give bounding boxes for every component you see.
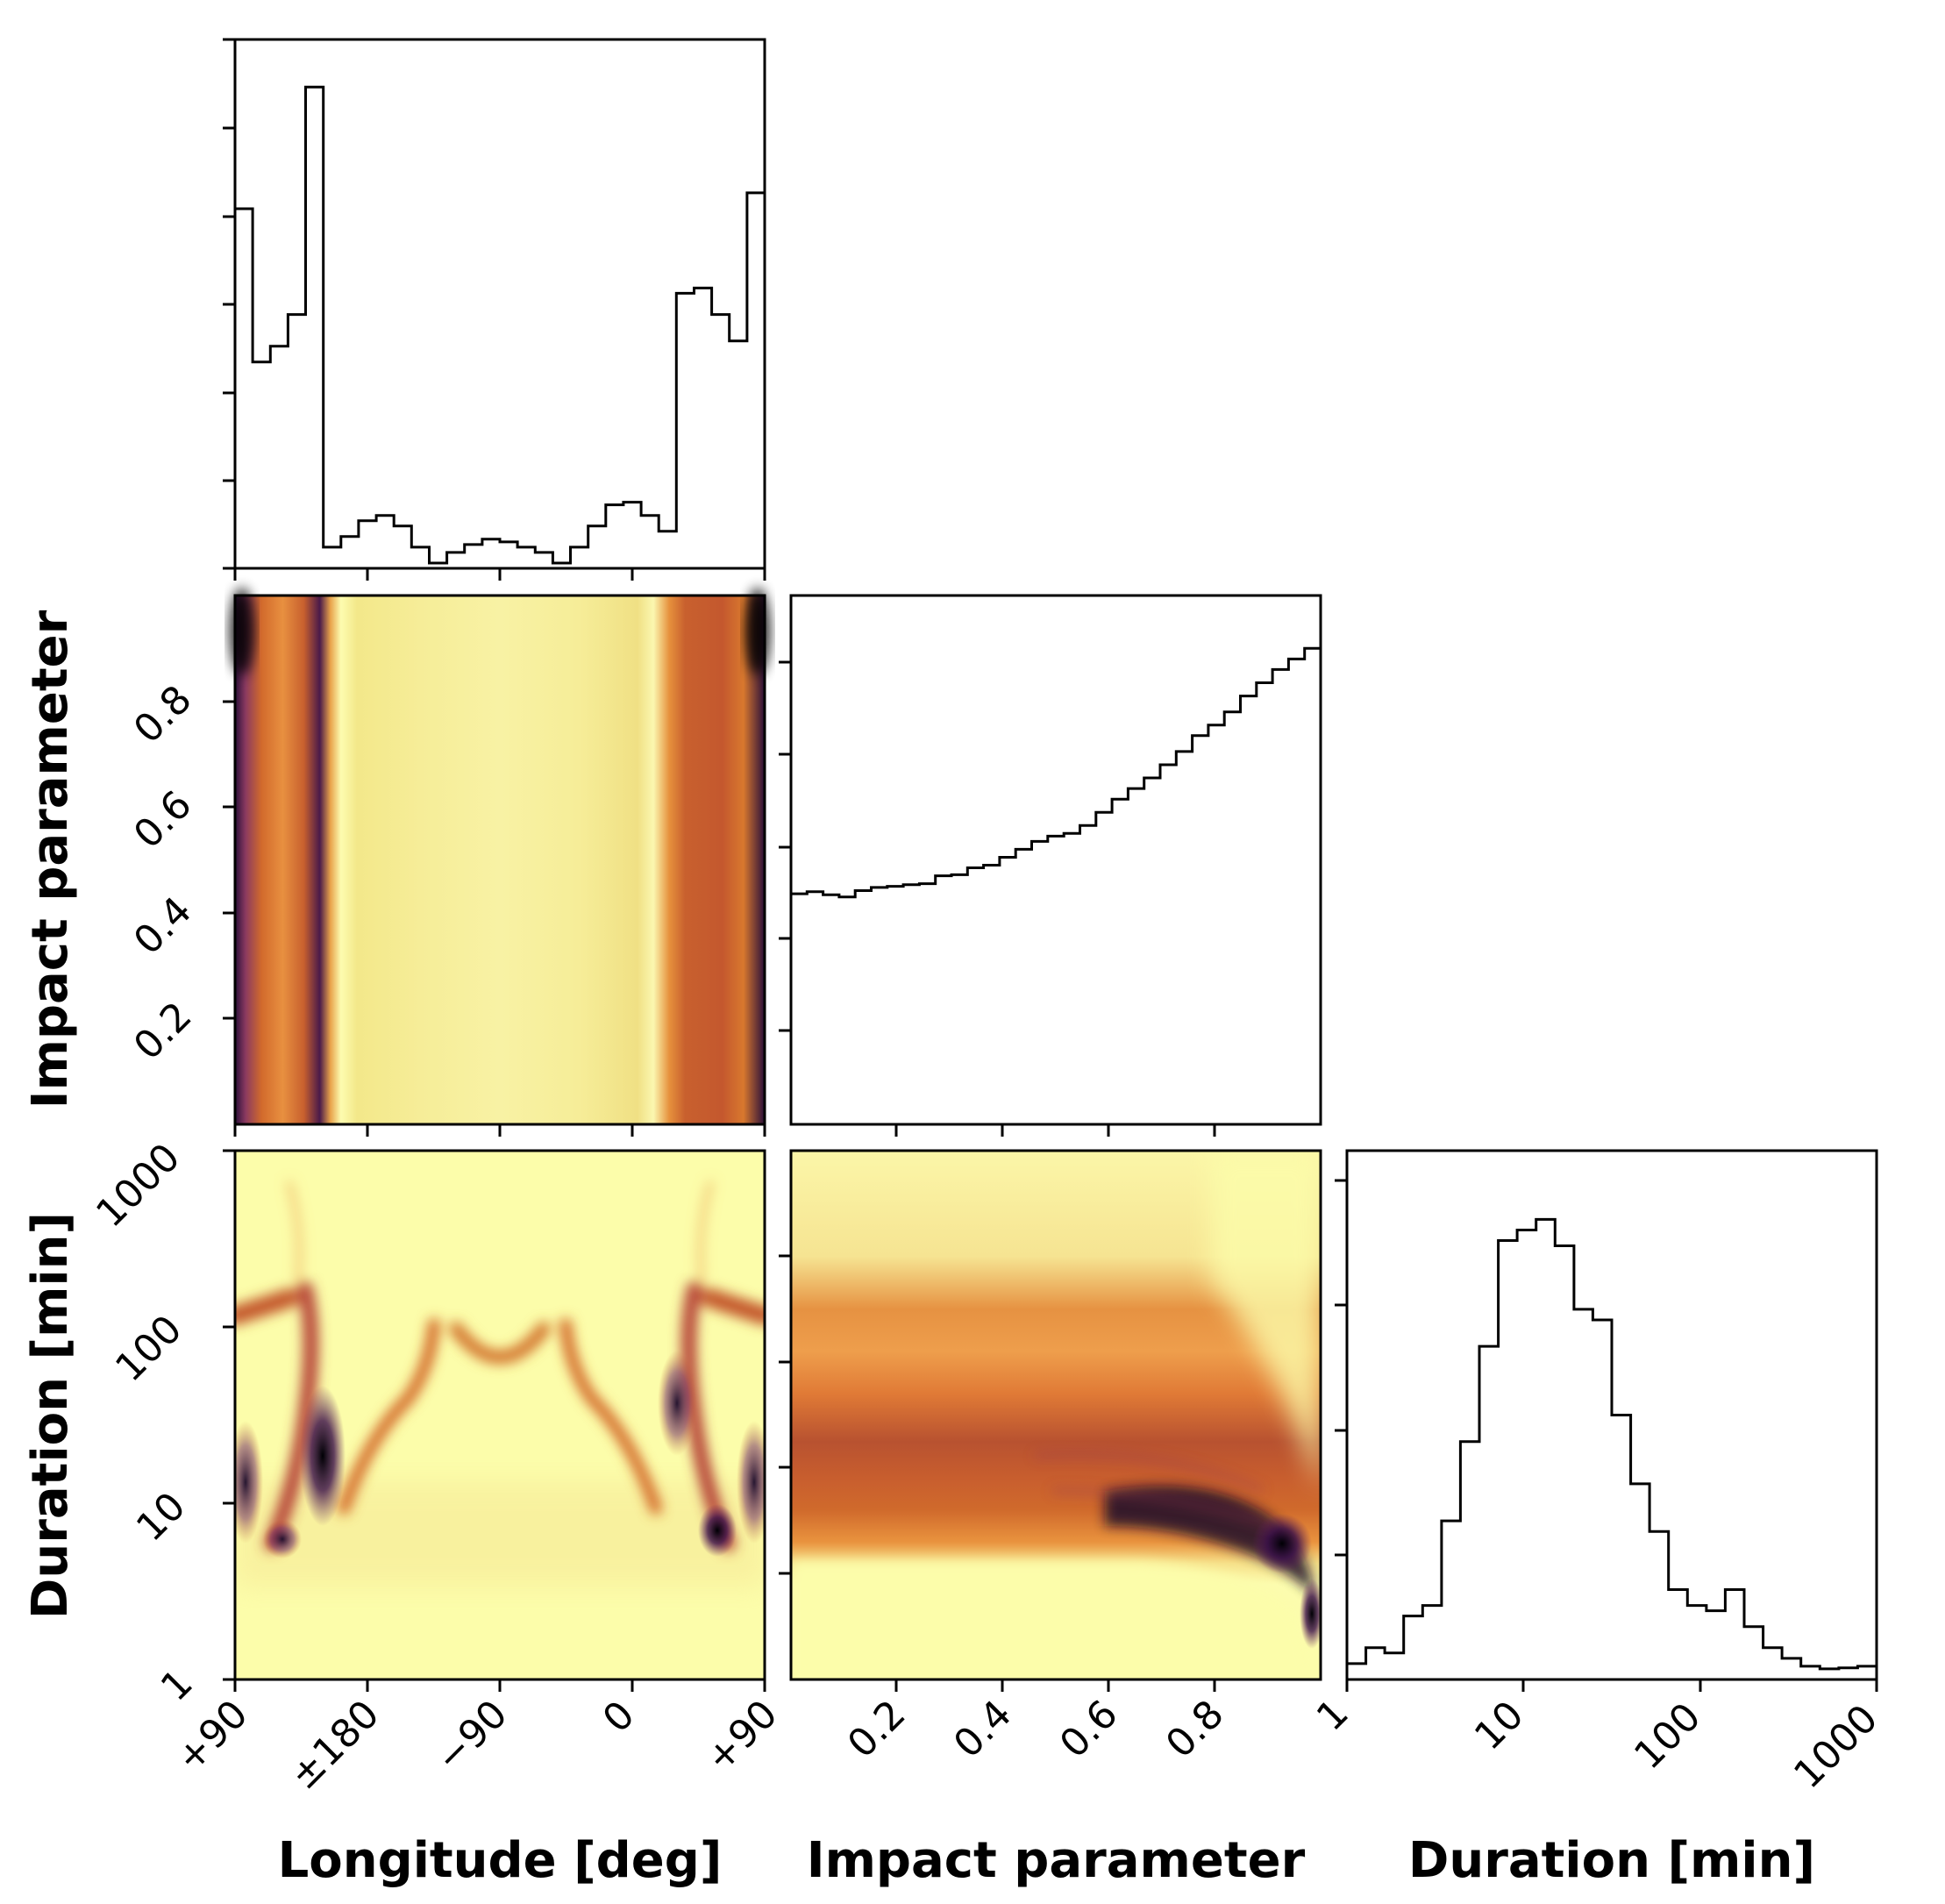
x-tick-labels: 0.2 0.4 0.6 0.8 [839, 1692, 1233, 1767]
dark-spot [1300, 1579, 1321, 1649]
duration-histogram-step [1347, 1217, 1877, 1671]
tick-label: ±180 [281, 1692, 388, 1799]
y-ticks [223, 1149, 235, 1681]
tick-label: 0.6 [125, 782, 201, 858]
x-tick-labels: 1 10 100 1000 [1308, 1691, 1887, 1798]
longitude-histogram-step [235, 85, 765, 565]
dark-spot [658, 1351, 696, 1456]
panel-duration-vs-longitude: 1 10 100 1000 +90 ±180 −90 0 +90 Duratio… [22, 1135, 787, 1889]
tick-label: 10 [128, 1484, 195, 1551]
tick-label: 0.8 [125, 677, 201, 752]
impact-histogram-step [791, 646, 1321, 899]
dark-spot [698, 1504, 737, 1557]
tick-label: 1 [153, 1661, 202, 1710]
heatmap-streaks [1034, 1451, 1273, 1529]
panel-longitude-histogram [223, 38, 766, 581]
heatmap-upper-fade [1210, 1151, 1321, 1491]
tick-label: 0.4 [125, 888, 201, 964]
panel-frame [1345, 1149, 1878, 1681]
dark-spot [263, 1520, 302, 1558]
heatmap-lower-edge [791, 1561, 1315, 1679]
panel-frame [233, 38, 766, 570]
tick-label: 0 [595, 1693, 644, 1742]
x-ticks [1345, 1679, 1878, 1692]
tick-label: 1000 [88, 1135, 189, 1236]
panel-frame [789, 594, 1322, 1126]
row1-ylabel: Impact parameter [22, 610, 79, 1109]
row2-ylabel: Duration [min] [22, 1212, 79, 1619]
tick-label: 100 [1626, 1694, 1709, 1778]
panel-impact-histogram [779, 594, 1322, 1137]
tick-label: 0.4 [945, 1692, 1021, 1767]
y-ticks [223, 700, 235, 1020]
panel-duration-vs-impact: 0.2 0.4 0.6 0.8 Impact parameter [779, 1149, 1322, 1889]
tick-label: 100 [107, 1307, 190, 1390]
dark-spot [235, 1421, 263, 1544]
y-ticks [223, 38, 235, 570]
dark-corner-right [745, 588, 770, 675]
tick-label: 10 [1466, 1693, 1533, 1759]
heatmap-dark-tail [1105, 1486, 1315, 1596]
panel-duration-histogram: 1 10 100 1000 Duration [min] [1308, 1149, 1887, 1889]
x-ticks [894, 1679, 1216, 1692]
panel-impact-vs-longitude: 0.2 0.4 0.6 0.8 Impact parameter [22, 588, 770, 1137]
col2-xlabel: Duration [min] [1408, 1832, 1815, 1889]
tick-label: +90 [697, 1692, 787, 1781]
x-ticks [894, 1124, 1216, 1137]
x-ticks [233, 1679, 766, 1692]
panel-frame [789, 1149, 1322, 1681]
y-tick-labels: 1 10 100 1000 [88, 1135, 202, 1710]
dark-spot [1252, 1514, 1312, 1573]
y-ticks [1335, 1179, 1347, 1557]
x-ticks [233, 1124, 766, 1137]
heatmap-lon-bands [235, 595, 765, 1124]
tick-label: 1 [1308, 1691, 1357, 1740]
tick-label: 1000 [1785, 1696, 1886, 1797]
y-ticks [779, 1254, 791, 1575]
y-ticks [779, 660, 791, 1032]
tick-label: 0.6 [1051, 1692, 1127, 1767]
col0-xlabel: Longitude [deg] [278, 1832, 723, 1889]
x-ticks [233, 568, 766, 581]
tick-label: 0.2 [125, 994, 201, 1069]
x-tick-labels: +90 ±180 −90 0 +90 [167, 1692, 787, 1799]
dark-spot [300, 1386, 346, 1526]
dark-corner-left [230, 588, 254, 675]
tick-label: 0.8 [1158, 1692, 1233, 1767]
dark-spot [737, 1421, 765, 1544]
tick-label: 0.2 [839, 1692, 915, 1767]
tick-label: −90 [427, 1692, 517, 1781]
y-tick-labels: 0.2 0.4 0.6 0.8 [125, 677, 201, 1069]
col1-xlabel: Impact parameter [807, 1832, 1306, 1889]
